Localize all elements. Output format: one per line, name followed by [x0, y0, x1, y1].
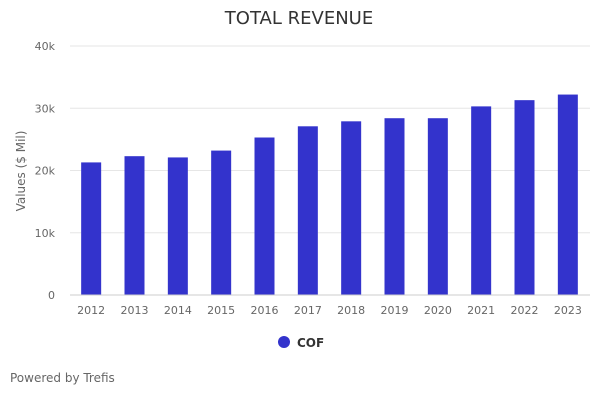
x-tick-label: 2013 — [121, 304, 149, 317]
bar-2022[interactable] — [514, 100, 535, 295]
x-tick-label: 2016 — [251, 304, 279, 317]
bar-2017[interactable] — [297, 126, 318, 296]
x-tick-label: 2022 — [511, 304, 539, 317]
y-tick-label: 10k — [35, 227, 56, 240]
bar-2020[interactable] — [427, 118, 448, 296]
x-tick-label: 2020 — [424, 304, 452, 317]
x-tick-label: 2019 — [381, 304, 409, 317]
x-tick-label: 2021 — [467, 304, 495, 317]
x-tick-label: 2023 — [554, 304, 582, 317]
x-tick-label: 2015 — [207, 304, 235, 317]
x-tick-label: 2018 — [337, 304, 365, 317]
x-tick-label: 2017 — [294, 304, 322, 317]
x-axis-ticks: 2012 2013 2014 2015 2016 2017 2018 2019 2020 2021… — [77, 304, 582, 317]
bar-2019[interactable] — [384, 118, 405, 296]
x-tick-label: 2012 — [77, 304, 105, 317]
y-tick-label: 0 — [48, 289, 55, 302]
legend[interactable]: COF — [278, 336, 324, 350]
bar-2012[interactable] — [81, 162, 102, 295]
x-tick-label: 2014 — [164, 304, 192, 317]
legend-label-cof: COF — [297, 336, 324, 350]
chart-title: TOTAL REVENUE — [224, 8, 373, 29]
y-tick-label: 40k — [35, 40, 56, 53]
legend-marker-cof — [278, 336, 290, 348]
bar-2018[interactable] — [341, 121, 362, 295]
bar-series — [81, 94, 578, 296]
y-tick-label: 20k — [35, 165, 56, 178]
grid-lines — [70, 45, 590, 234]
bar-2013[interactable] — [124, 156, 145, 295]
y-tick-label: 30k — [35, 102, 56, 115]
y-axis-label: Values ($ Mil) — [14, 131, 28, 212]
y-axis-ticks: 0 10k 20k 30k 40k — [35, 40, 56, 302]
powered-by-credit[interactable]: Powered by Trefis — [10, 371, 115, 385]
bar-2023[interactable] — [557, 94, 578, 296]
bar-2015[interactable] — [211, 150, 232, 295]
bar-2014[interactable] — [167, 157, 188, 295]
bar-2016[interactable] — [254, 137, 275, 295]
bar-2021[interactable] — [471, 106, 492, 295]
